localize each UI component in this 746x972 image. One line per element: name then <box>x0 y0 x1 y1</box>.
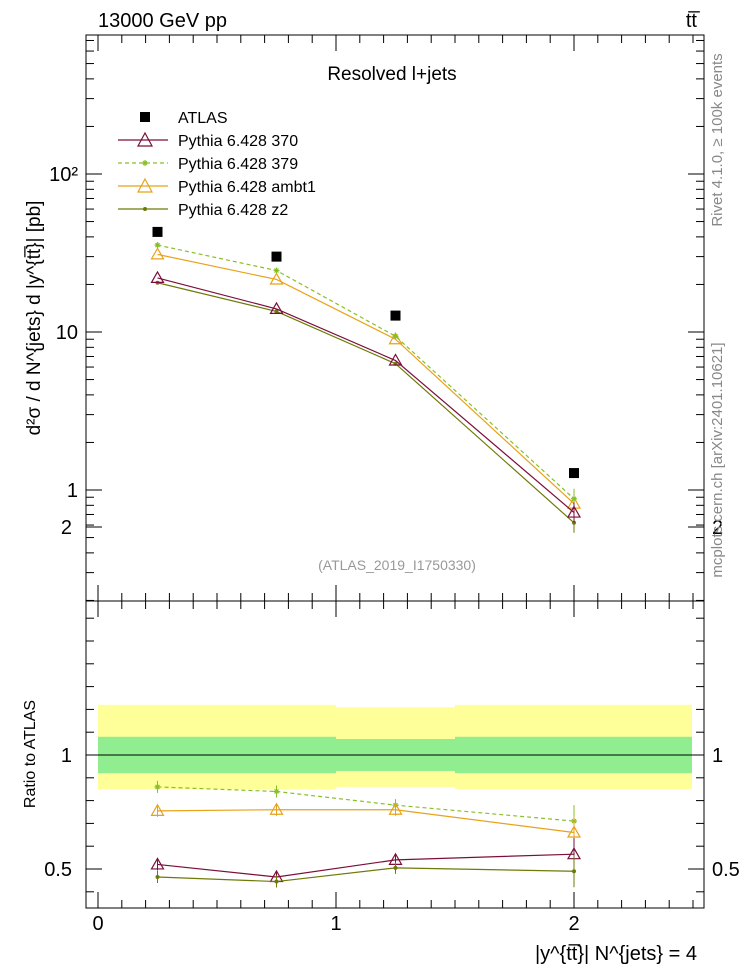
ratio-axis-label: Ratio to ATLAS <box>22 700 39 808</box>
legend-item-py379: Pythia 6.428 379 <box>118 156 298 173</box>
point-atlas <box>390 310 401 321</box>
ratio-point-py379 <box>154 783 161 790</box>
legend-label-py379: Pythia 6.428 379 <box>178 156 298 173</box>
legend-marker-py379 <box>142 160 148 166</box>
point-py379 <box>273 267 280 274</box>
point-py370 <box>269 301 284 315</box>
point-ambt1 <box>150 247 165 260</box>
x-tick-label: 2 <box>568 913 579 935</box>
point-py379 <box>571 495 577 502</box>
ratio-point-z2 <box>572 869 576 874</box>
ratio-line-py379 <box>157 786 575 822</box>
point-atlas <box>152 226 163 237</box>
point-z2 <box>274 309 279 314</box>
ratio-point-py379 <box>273 788 280 795</box>
process-label: tt̅ <box>686 10 700 32</box>
legend-marker-py370 <box>136 131 154 147</box>
ratio-line-z2 <box>157 867 575 883</box>
series-py379 <box>154 242 577 509</box>
ratio-series-py370 <box>150 838 582 883</box>
legend-marker-z2 <box>143 207 147 211</box>
main-y-tick-label: 1 <box>67 480 78 502</box>
ratio-y-tick-label: 1 <box>61 745 72 767</box>
plot-title: Resolved l+jets <box>327 64 456 85</box>
source-note: mcplots.cern.ch [arXiv:2401.10621] <box>709 342 726 577</box>
point-atlas <box>271 251 282 262</box>
legend-marker-atlas <box>140 112 150 122</box>
ratio-y-tick-label: 2 <box>61 517 72 539</box>
ratio-line-ambt1 <box>157 809 575 834</box>
ratio-y-tick-label-right: 0.5 <box>712 859 740 881</box>
point-z2 <box>572 520 576 525</box>
point-py370 <box>150 270 165 283</box>
point-py379 <box>392 333 399 340</box>
series-atlas <box>152 226 579 479</box>
main-panel: 1 10 10² Resolved l+jets (ATLAS_2019_I1750… <box>49 34 705 602</box>
legend: ATLAS Pythia 6.428 370 Pythia 6.428 379 Pyt… <box>118 110 316 219</box>
point-py370 <box>388 353 403 366</box>
main-y-tick-label: 10² <box>49 164 78 186</box>
ratio-line-py370 <box>157 853 575 878</box>
legend-marker-ambt1 <box>136 177 154 193</box>
legend-item-atlas: ATLAS <box>140 110 228 127</box>
ratio-point-py370 <box>150 857 165 870</box>
line-ambt1 <box>157 253 575 505</box>
line-py370 <box>157 277 575 513</box>
ratio-y-tick-label-right: 1 <box>712 745 723 767</box>
ratio-point-ambt1 <box>388 802 403 815</box>
ratio-point-ambt1 <box>566 825 582 838</box>
y-axis-label: d²σ / d N^{jets} d |y^{tt̅}| [pb] <box>24 201 45 436</box>
ratio-point-ambt1 <box>269 802 284 815</box>
rivet-note: Rivet 4.1.0, ≥ 100k events <box>709 53 726 226</box>
legend-item-py370: Pythia 6.428 370 <box>118 131 298 150</box>
ratio-y-tick-label-right: 2 <box>712 517 723 539</box>
x-tick-label: 1 <box>330 913 341 935</box>
ratio-point-z2 <box>155 874 160 879</box>
ratio-series-ambt1 <box>150 802 582 849</box>
point-atlas <box>569 468 579 479</box>
ratio-y-tick-label: 0.5 <box>44 859 72 881</box>
legend-label-ambt1: Pythia 6.428 ambt1 <box>178 179 316 196</box>
energy-label: 13000 GeV pp <box>98 10 227 32</box>
legend-label-py370: Pythia 6.428 370 <box>178 133 298 150</box>
ratio-series-z2 <box>155 855 576 888</box>
legend-label-z2: Pythia 6.428 z2 <box>178 202 288 219</box>
ratio-panel: 0.5 0.5 1 1 2 2 0 1 2 <box>44 517 740 935</box>
point-py379 <box>154 242 161 249</box>
x-tick-label: 0 <box>92 913 103 935</box>
legend-label-atlas: ATLAS <box>178 110 228 127</box>
line-py379 <box>157 244 575 500</box>
ratio-point-z2 <box>274 879 279 884</box>
analysis-watermark: (ATLAS_2019_I1750330) <box>318 557 476 573</box>
x-axis-label: |y^{tt̅}| N^{jets} = 4 <box>535 943 697 965</box>
line-z2 <box>157 282 575 524</box>
legend-item-z2: Pythia 6.428 z2 <box>118 202 288 219</box>
point-ambt1 <box>269 272 284 285</box>
ratio-point-ambt1 <box>150 803 165 816</box>
ratio-point-z2 <box>393 865 398 870</box>
main-y-tick-label: 10 <box>56 322 78 344</box>
point-py370 <box>566 505 582 518</box>
legend-item-ambt1: Pythia 6.428 ambt1 <box>118 177 316 196</box>
series-py370 <box>150 270 582 523</box>
